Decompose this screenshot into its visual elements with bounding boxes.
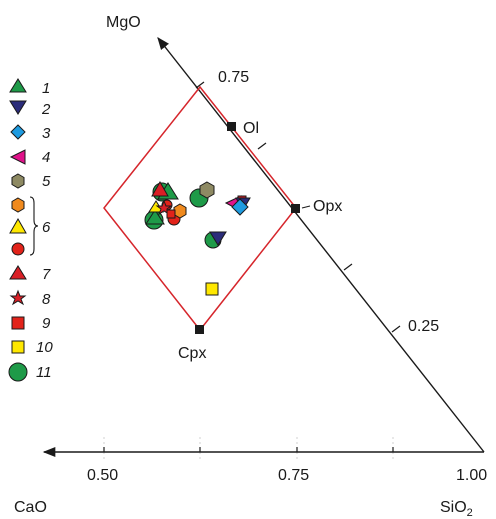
sample-1: [145, 209, 165, 225]
sample-9: [166, 209, 176, 219]
diagonal-axis: [157, 37, 485, 453]
mineral-points: [195, 122, 300, 334]
sample-10: [205, 282, 219, 296]
legend-symbol-1: [9, 78, 27, 93]
legend-label-2: 2: [41, 101, 51, 118]
x-tick-075: 0.75: [278, 467, 309, 484]
legend-symbol-6-circle: [11, 242, 25, 256]
diag-tick-075: 0.75: [218, 69, 249, 86]
legend-label-6: 6: [42, 219, 51, 236]
legend-symbol-10: [11, 340, 25, 354]
opx-marker: [291, 204, 300, 213]
sample-2: [209, 231, 227, 246]
legend-symbol-6-triangle: [9, 217, 27, 234]
cao-label: CaO: [14, 499, 47, 516]
ol-label: Ol: [243, 120, 259, 137]
legend-symbol-2: [9, 100, 27, 115]
x-tick-100: 1.00: [456, 467, 487, 484]
sample-7: [151, 180, 169, 197]
legend-label-7: 7: [42, 266, 51, 283]
field-boundary: [103, 85, 297, 332]
legend-symbol-9: [11, 316, 25, 330]
sample-3: [231, 198, 249, 216]
legend-label-4: 4: [42, 149, 50, 166]
legend-label-10: 10: [36, 339, 53, 356]
legend-symbol-5: [11, 173, 25, 189]
legend-label-5: 5: [42, 173, 51, 190]
legend-label-9: 9: [42, 315, 51, 332]
legend-symbol-8: [9, 289, 27, 306]
legend-symbol-4: [9, 149, 26, 165]
bottom-ticks: [103, 447, 394, 452]
x-tick-050: 0.50: [87, 467, 118, 484]
legend-label-8: 8: [42, 291, 51, 308]
axes: [42, 37, 485, 458]
legend-symbol-11: [8, 362, 28, 382]
legend-label-1: 1: [42, 80, 50, 97]
cpx-label: Cpx: [178, 345, 206, 362]
legend-label-11: 11: [36, 364, 52, 381]
diagonal-ticks: [195, 81, 401, 333]
opx-label: Opx: [313, 198, 342, 215]
legend-label-3: 3: [42, 125, 51, 142]
sample-5: [199, 181, 215, 199]
cpx-marker: [195, 325, 204, 334]
ol-marker: [227, 122, 236, 131]
legend-group-brace: [29, 196, 39, 256]
legend-symbol-7: [9, 265, 27, 280]
legend-symbol-3: [10, 124, 26, 140]
sample-points: [144, 180, 251, 296]
legend-symbol-6-hexagon: [11, 197, 25, 213]
legend: [8, 78, 28, 382]
sio2-label: SiO2: [440, 499, 473, 519]
opx-leader: [301, 205, 311, 209]
diag-tick-025: 0.25: [408, 318, 439, 335]
mgo-label: MgO: [106, 14, 141, 31]
legend-numbers: 1 2 3 4 5 6 7 8 9 10 11: [36, 80, 53, 381]
bottom-axis-grid: [103, 437, 394, 460]
sample-6: [173, 203, 187, 219]
